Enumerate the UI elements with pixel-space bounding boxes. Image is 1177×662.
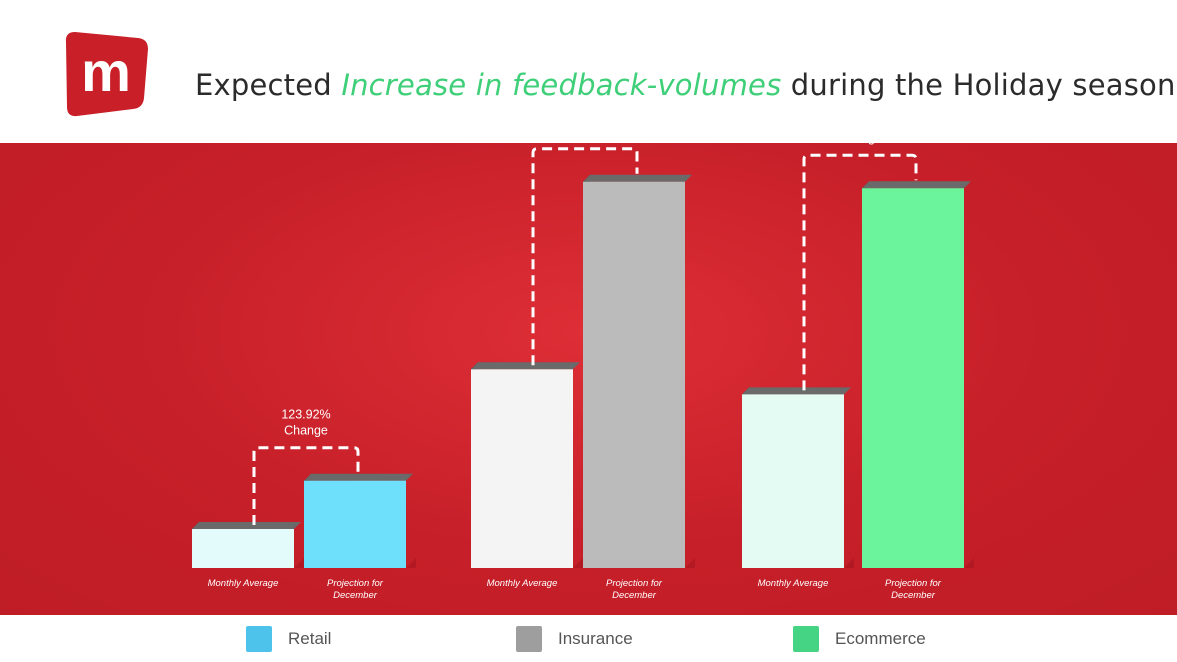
legend-label-retail: Retail xyxy=(288,629,332,648)
category-label-insurance-proj: December xyxy=(612,590,657,601)
legend: Retail Insurance Ecommerce xyxy=(0,615,1177,662)
legend-label-ecommerce: Ecommerce xyxy=(835,629,926,648)
legend-item-retail: Retail xyxy=(246,625,331,653)
bar-top-ecommerce-avg xyxy=(742,387,851,395)
bar-top-insurance-proj xyxy=(583,174,692,182)
category-label-ecommerce-proj: Projection for xyxy=(885,578,942,589)
legend-swatch-insurance xyxy=(516,626,542,652)
change-value-retail: 123.92% xyxy=(281,408,330,422)
logo-letter: m xyxy=(81,40,131,103)
bar-shadow-ecommerce-proj xyxy=(964,558,974,568)
legend-swatch-ecommerce xyxy=(793,626,819,652)
category-label-ecommerce-avg: Monthly Average xyxy=(758,578,829,589)
title-highlight: Increase in feedback-volumes xyxy=(341,68,782,102)
page-title: Expected Increase in feedback-volumes du… xyxy=(195,68,1177,102)
brand-logo[interactable]: m xyxy=(60,28,150,118)
change-label-ecommerce: Change xyxy=(838,143,882,145)
category-label-retail-proj: December xyxy=(333,590,378,601)
category-label-retail-proj: Projection for xyxy=(327,578,384,589)
bar-chart: Monthly Average Projection forDecember123… xyxy=(192,143,974,601)
bar-shadow-retail-avg xyxy=(294,558,304,568)
category-label-insurance-proj: Projection for xyxy=(606,578,663,589)
header: m Expected Increase in feedback-volumes … xyxy=(0,0,1177,143)
legend-item-insurance: Insurance xyxy=(516,625,633,653)
bar-shadow-insurance-proj xyxy=(685,558,695,568)
change-label-retail: Change xyxy=(284,424,328,438)
bar-insurance-proj xyxy=(583,181,685,568)
category-label-ecommerce-proj: December xyxy=(891,590,936,601)
bar-top-retail-avg xyxy=(192,522,301,529)
legend-item-ecommerce: Ecommerce xyxy=(793,625,926,653)
bar-ecommerce-avg xyxy=(742,394,844,568)
bar-top-ecommerce-proj xyxy=(862,181,971,189)
bar-insurance-avg xyxy=(471,369,573,568)
bar-shadow-insurance-avg xyxy=(573,558,583,568)
category-label-retail-avg: Monthly Average xyxy=(208,578,279,589)
bar-ecommerce-proj xyxy=(862,188,964,568)
bar-retail-proj xyxy=(304,480,406,568)
logo-shape xyxy=(65,32,148,117)
change-connector-ecommerce xyxy=(802,153,918,391)
category-label-insurance-avg: Monthly Average xyxy=(487,578,558,589)
change-connector-insurance xyxy=(531,147,639,366)
legend-label-insurance: Insurance xyxy=(558,629,633,648)
title-prefix: Expected xyxy=(195,68,342,102)
title-suffix: during the Holiday season. xyxy=(781,68,1177,102)
bar-top-insurance-avg xyxy=(471,362,580,370)
bar-retail-avg xyxy=(192,529,294,568)
bar-top-retail-proj xyxy=(304,473,413,481)
change-connector-retail xyxy=(252,446,360,525)
bar-shadow-retail-proj xyxy=(406,558,416,568)
bar-shadow-ecommerce-avg xyxy=(844,558,854,568)
legend-swatch-retail xyxy=(246,626,272,652)
